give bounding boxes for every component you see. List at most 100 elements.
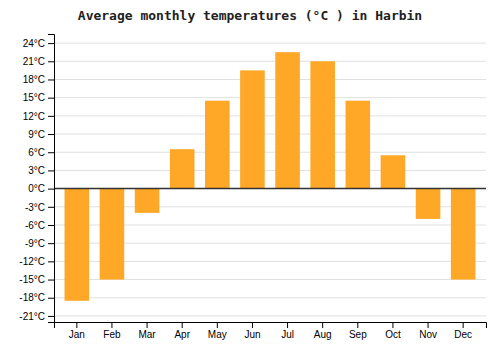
plot: -21°C -18°C -15°C -12°C -9°C -6°C -3°C 0°C 3°C 6°… (19, 35, 486, 341)
tick-label: -12°C (19, 256, 45, 267)
tick-label: -15°C (19, 274, 45, 285)
tick-label: Nov (419, 329, 437, 340)
tick-mark (48, 189, 54, 190)
tick: -9°C (25, 238, 54, 249)
tick-mark (48, 134, 54, 135)
bar (310, 61, 335, 188)
axis-line (48, 35, 55, 323)
tick-label: Apr (174, 329, 190, 340)
tick-label: -6°C (25, 220, 45, 231)
tick-label: Jan (69, 329, 85, 340)
axis-line (55, 323, 487, 329)
tick: 9°C (28, 129, 54, 140)
tick: Oct (385, 322, 401, 340)
grid-line (54, 297, 486, 298)
tick-mark (48, 170, 54, 171)
tick-mark (48, 261, 54, 262)
tick: -12°C (19, 256, 54, 267)
grid-line (54, 188, 486, 189)
tick: Sep (349, 322, 367, 340)
tick-label: 6°C (28, 147, 45, 158)
tick-label: Feb (103, 329, 121, 340)
tick-label: Sep (349, 329, 367, 340)
grid-line (54, 79, 486, 80)
tick-label: 0°C (28, 183, 45, 194)
tick: -21°C (19, 311, 54, 322)
bar (416, 189, 441, 219)
tick-mark (147, 322, 148, 328)
tick-mark (48, 207, 54, 208)
tick-mark (48, 98, 54, 99)
x-axis: Jan Feb Mar Apr May Jun Jul Aug Sep Oct Nov Dec (55, 322, 487, 340)
tick-mark (48, 243, 54, 244)
tick-mark (48, 116, 54, 117)
tick-label: -21°C (19, 311, 45, 322)
tick: 0°C (28, 183, 54, 194)
tick-mark (182, 322, 183, 328)
tick-mark (48, 61, 54, 62)
tick: 3°C (28, 165, 54, 176)
tick-mark (463, 322, 464, 328)
tick-mark (111, 322, 112, 328)
tick-label: 15°C (23, 92, 45, 103)
tick-label: 9°C (28, 129, 45, 140)
grid-line (54, 170, 486, 171)
tick: Dec (454, 322, 472, 340)
tick-mark (392, 322, 393, 328)
tick-label: 18°C (23, 74, 45, 85)
bar (205, 101, 230, 189)
tick: Jun (244, 322, 260, 340)
tick: 18°C (23, 74, 54, 85)
grid-line (54, 134, 486, 135)
tick: -3°C (25, 202, 54, 213)
tick: May (208, 322, 227, 340)
tick: Aug (314, 322, 332, 340)
grid-line (54, 61, 486, 62)
tick: -18°C (19, 292, 54, 303)
tick-label: 12°C (23, 111, 45, 122)
tick: 15°C (23, 92, 54, 103)
tick-label: Dec (454, 329, 472, 340)
tick-label: 24°C (23, 38, 45, 49)
tick: -6°C (25, 220, 54, 231)
grid (54, 43, 486, 316)
tick-label: Aug (314, 329, 332, 340)
tick-mark (322, 322, 323, 328)
chart: Average monthly temperatures (°C ) in Ha… (0, 0, 500, 350)
tick-label: Oct (385, 329, 401, 340)
tick-label: -3°C (25, 202, 45, 213)
tick-label: 3°C (28, 165, 45, 176)
tick-mark (252, 322, 253, 328)
tick-mark (217, 322, 218, 328)
bar (381, 155, 406, 188)
grid-line (54, 97, 486, 98)
tick-label: 21°C (23, 56, 45, 67)
tick-label: Jul (281, 329, 294, 340)
bar (135, 189, 160, 213)
tick-label: Mar (138, 329, 156, 340)
bars (65, 52, 476, 301)
tick-mark (48, 225, 54, 226)
grid-line (54, 43, 486, 44)
grid-line (54, 315, 486, 316)
bar (100, 189, 125, 280)
y-axis: -21°C -18°C -15°C -12°C -9°C -6°C -3°C 0°C 3°C 6°… (19, 35, 54, 323)
tick-mark (48, 280, 54, 281)
bar (65, 189, 90, 301)
tick: 21°C (23, 56, 54, 67)
bar (275, 52, 300, 188)
tick: Jan (69, 322, 85, 340)
tick-mark (48, 298, 54, 299)
tick: Nov (419, 322, 437, 340)
tick: 12°C (23, 111, 54, 122)
grid-line (54, 152, 486, 153)
tick-label: May (208, 329, 227, 340)
tick-mark (357, 322, 358, 328)
tick: 6°C (28, 147, 54, 158)
bar (240, 70, 265, 188)
tick-label: -9°C (25, 238, 45, 249)
tick-mark (428, 322, 429, 328)
title: Average monthly temperatures (°C ) in Ha… (78, 8, 422, 23)
tick-label: Jun (244, 329, 260, 340)
tick-mark (287, 322, 288, 328)
